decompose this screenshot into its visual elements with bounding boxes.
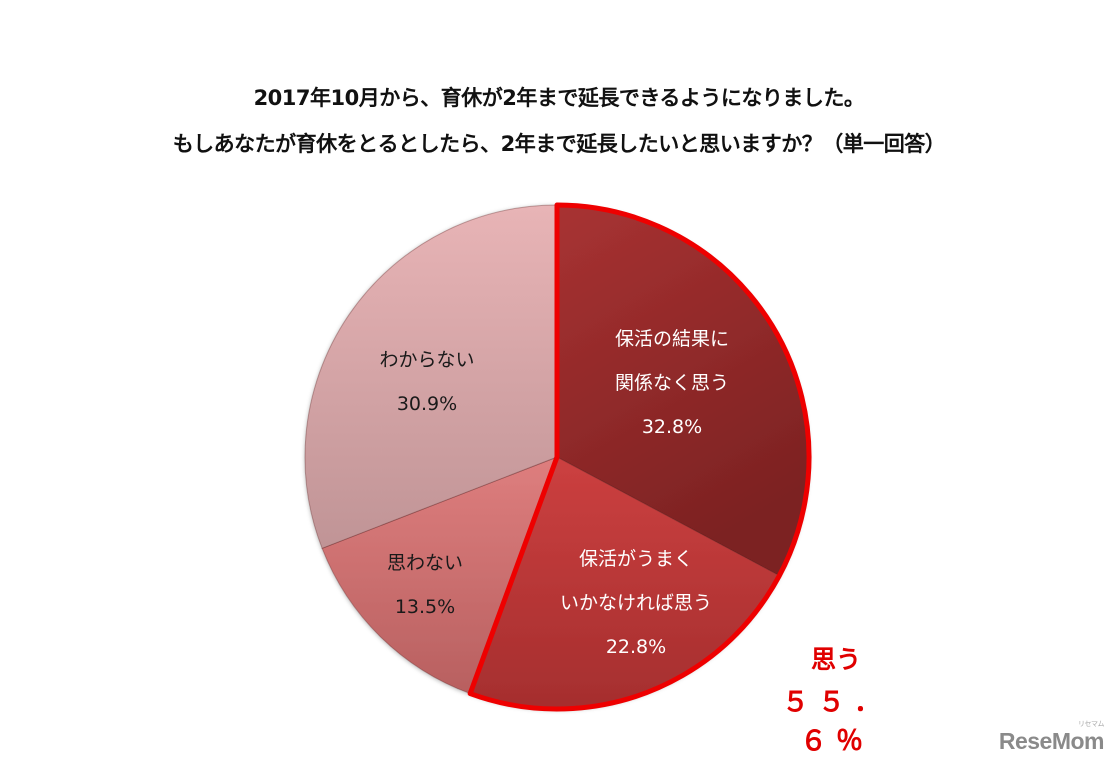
- pie-slice: [304, 204, 558, 549]
- slice-label: 保活の結果に 関係なく思う 32.8%: [615, 317, 729, 449]
- slice-label: わからない 30.9%: [379, 338, 474, 426]
- slice-category: 関係なく思う: [614, 372, 730, 394]
- chart-title-line2: もしあなたが育休をとるとしたら、2年まで延長したいと思いますか？（単一回答）: [172, 132, 946, 156]
- slice-category: 保活がうまく: [578, 548, 694, 570]
- chart-title-line1: 2017年10月から、育休が2年まで延長できるようになりました。: [253, 86, 865, 110]
- slice-value: 13.5%: [394, 596, 456, 618]
- logo-ruby: リセマム: [1078, 721, 1105, 728]
- slice-category: いかなければ思う: [559, 592, 713, 614]
- pie-slice: [321, 456, 558, 695]
- resemom-logo: ReseMom リセマム: [998, 721, 1105, 755]
- logo-text: ReseMom: [998, 728, 1105, 754]
- slice-value: 32.8%: [641, 416, 703, 438]
- slice-category: 保活の結果に: [614, 328, 730, 350]
- callout-value: ５５．６％: [782, 687, 890, 757]
- total-callout: 思う ５５．６％: [756, 640, 916, 758]
- slice-label: 保活がうまく いかなければ思う 22.8%: [560, 537, 712, 669]
- slice-category: 思わない: [386, 552, 464, 574]
- slice-value: 22.8%: [605, 636, 667, 658]
- highlight-outline: [467, 202, 812, 712]
- slice-value: 30.9%: [396, 393, 458, 415]
- callout-label: 思う: [810, 645, 861, 674]
- slice-category: わからない: [379, 349, 475, 371]
- slice-label: 思わない 13.5%: [387, 541, 463, 629]
